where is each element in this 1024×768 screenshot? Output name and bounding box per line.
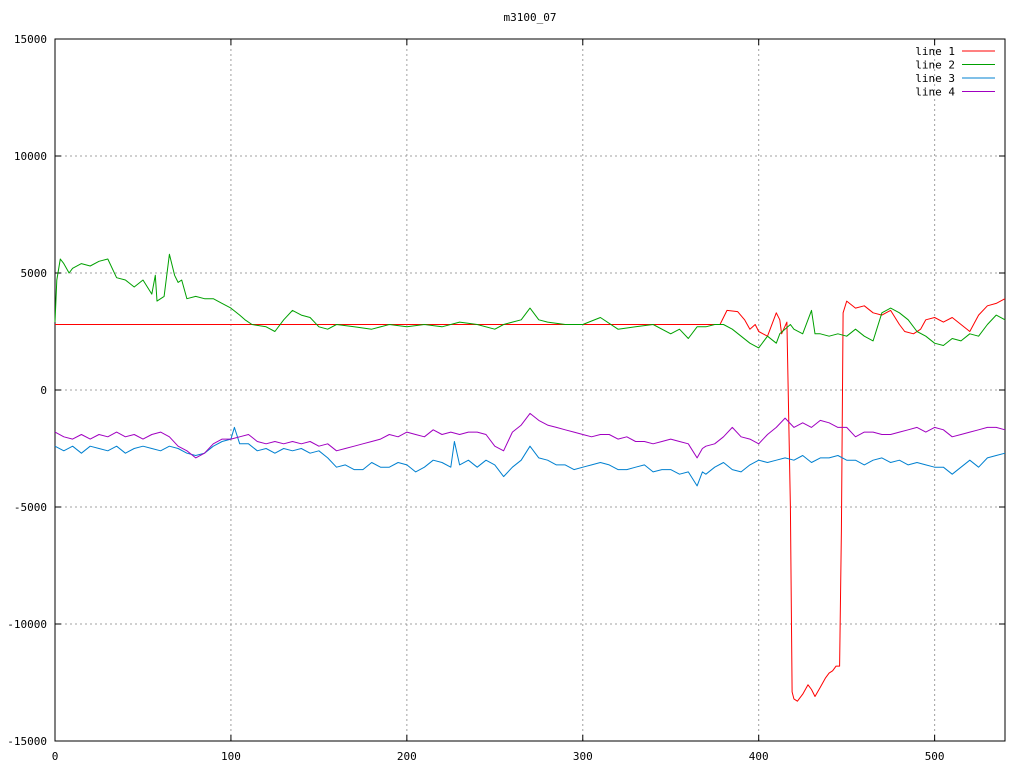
series-lines xyxy=(54,253,1006,702)
y-tick-label: 15000 xyxy=(14,33,47,46)
series-line-3 xyxy=(54,426,1006,487)
y-tick-label: 5000 xyxy=(21,267,48,280)
x-tick-label: 300 xyxy=(573,750,593,763)
x-tick-label: 500 xyxy=(925,750,945,763)
y-tick-label: 10000 xyxy=(14,150,47,163)
y-tick-label: -15000 xyxy=(7,735,47,748)
legend-label-4: line 4 xyxy=(915,86,955,99)
series-line-4 xyxy=(54,412,1006,459)
axis-ticks xyxy=(54,38,1005,742)
grid-lines xyxy=(55,39,1005,741)
x-tick-label: 100 xyxy=(221,750,241,763)
y-tick-label: -5000 xyxy=(14,501,47,514)
legend-label-3: line 3 xyxy=(915,72,955,85)
y-tick-label: 0 xyxy=(40,384,47,397)
y-axis-tick-labels: -15000 -10000 -5000 0 5000 10000 15000 xyxy=(7,33,47,748)
x-tick-label: 0 xyxy=(52,750,59,763)
x-axis-tick-labels: 0 100 200 300 400 500 xyxy=(52,750,945,763)
x-tick-label: 200 xyxy=(397,750,417,763)
chart-title: m3100_07 xyxy=(504,11,557,24)
legend-label-2: line 2 xyxy=(915,59,955,72)
series-line-2 xyxy=(54,253,1006,349)
legend-label-1: line 1 xyxy=(915,45,955,58)
x-tick-label: 400 xyxy=(749,750,769,763)
series-line-1 xyxy=(55,298,1006,702)
y-tick-label: -10000 xyxy=(7,618,47,631)
